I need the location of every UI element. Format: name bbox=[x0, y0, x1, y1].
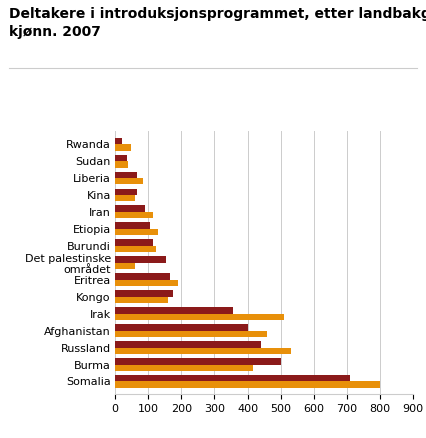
Bar bbox=[115, 381, 380, 388]
Bar bbox=[115, 188, 137, 195]
Bar bbox=[115, 314, 284, 320]
Bar bbox=[115, 256, 167, 263]
Bar bbox=[115, 138, 122, 144]
Bar bbox=[115, 263, 135, 269]
Bar bbox=[115, 155, 127, 161]
Bar bbox=[115, 290, 173, 297]
Bar bbox=[115, 195, 135, 201]
Bar bbox=[115, 280, 178, 286]
Bar bbox=[115, 331, 268, 337]
Bar bbox=[115, 223, 150, 229]
Bar bbox=[115, 341, 261, 348]
Bar bbox=[115, 364, 253, 371]
Bar bbox=[115, 348, 291, 354]
Bar bbox=[115, 307, 233, 314]
Bar bbox=[115, 212, 153, 219]
Bar bbox=[115, 172, 137, 178]
Bar bbox=[115, 144, 131, 151]
Bar bbox=[115, 178, 143, 184]
Bar bbox=[115, 240, 153, 246]
Bar bbox=[115, 297, 168, 303]
Bar bbox=[115, 375, 350, 381]
Text: Deltakere i introduksjonsprogrammet, etter landbakgrunn og
kjønn. 2007: Deltakere i introduksjonsprogrammet, ett… bbox=[9, 7, 426, 39]
Bar bbox=[115, 161, 128, 167]
Bar bbox=[115, 358, 281, 364]
Bar bbox=[115, 229, 158, 235]
Bar bbox=[115, 273, 170, 280]
Bar bbox=[115, 324, 248, 331]
Bar bbox=[115, 246, 156, 252]
Bar bbox=[115, 205, 145, 212]
Legend: Menn, Kvinner: Menn, Kvinner bbox=[41, 434, 185, 438]
